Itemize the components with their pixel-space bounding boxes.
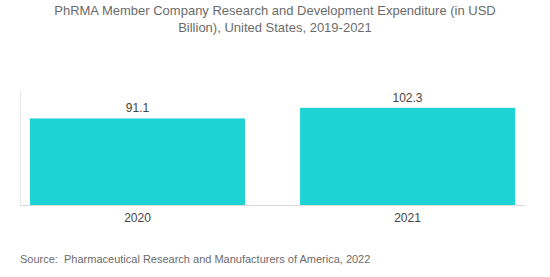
x-tick: 2021 xyxy=(394,205,421,225)
y-axis-line xyxy=(20,92,21,206)
chart-svg: PhRMA Member Company Research and Develo… xyxy=(0,0,550,277)
x-axis-line xyxy=(21,205,526,206)
bars xyxy=(30,108,515,205)
y-axis xyxy=(20,92,21,206)
chart-container: PhRMA Member Company Research and Develo… xyxy=(0,0,550,277)
bar xyxy=(300,108,515,205)
bar xyxy=(30,118,245,205)
x-tick-label: 2021 xyxy=(394,211,421,225)
title-line: PhRMA Member Company Research and Develo… xyxy=(54,3,495,18)
chart-title: PhRMA Member Company Research and Develo… xyxy=(54,3,495,35)
x-tick: 2020 xyxy=(124,205,151,225)
title-line: Billion), United States, 2019-2021 xyxy=(178,20,372,35)
source-note: Source: Pharmaceutical Research and Manu… xyxy=(20,253,370,265)
x-tick-label: 2020 xyxy=(124,211,151,225)
data-label: 102.3 xyxy=(393,91,423,105)
data-labels: 91.1 102.3 xyxy=(126,91,423,116)
data-label: 91.1 xyxy=(126,101,150,115)
x-axis: 2020 2021 xyxy=(21,205,526,225)
